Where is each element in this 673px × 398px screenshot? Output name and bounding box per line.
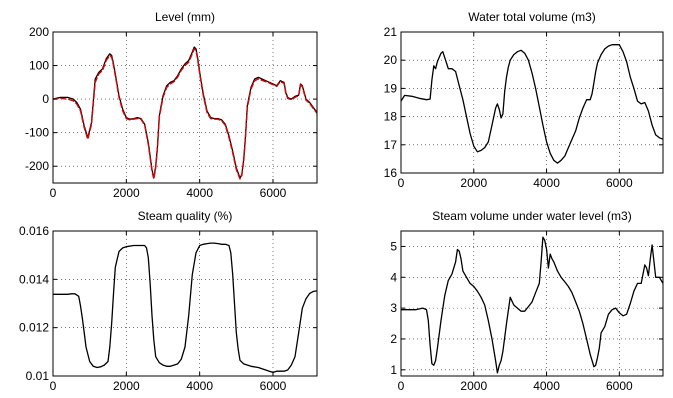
axes-frame bbox=[400, 31, 664, 174]
x-tick-label: 6000 bbox=[606, 176, 633, 190]
y-tick-label: 0.012 bbox=[19, 321, 49, 335]
y-tick-label: 2 bbox=[390, 332, 397, 346]
series-line-0 bbox=[53, 46, 317, 179]
y-tick-label: -200 bbox=[25, 159, 49, 173]
y-tick-label: 20 bbox=[384, 53, 398, 67]
x-tick-label: 6000 bbox=[606, 379, 633, 393]
x-tick-label: 2000 bbox=[460, 379, 487, 393]
y-tick-label: 100 bbox=[29, 59, 49, 73]
x-tick-label: 2000 bbox=[113, 379, 140, 393]
y-tick-label: 0.016 bbox=[19, 224, 49, 238]
x-tick-label: 4000 bbox=[533, 176, 560, 190]
y-tick-label: 5 bbox=[390, 239, 397, 253]
axes-frame bbox=[52, 230, 318, 377]
x-tick-label: 6000 bbox=[260, 379, 287, 393]
subplot-title: Level (mm) bbox=[155, 10, 215, 24]
y-tick-label: 17 bbox=[384, 138, 398, 152]
subplot-title: Water total volume (m3) bbox=[468, 10, 596, 24]
x-tick-label: 0 bbox=[398, 176, 405, 190]
x-tick-label: 6000 bbox=[260, 186, 287, 200]
x-tick-label: 4000 bbox=[533, 379, 560, 393]
x-tick-label: 0 bbox=[50, 379, 57, 393]
y-tick-label: 21 bbox=[384, 25, 398, 39]
y-tick-label: 1 bbox=[390, 363, 397, 377]
x-tick-label: 4000 bbox=[186, 379, 213, 393]
axes-frame bbox=[400, 230, 664, 377]
y-tick-label: 16 bbox=[384, 166, 398, 180]
subplot-title: Steam volume under water level (m3) bbox=[432, 209, 631, 223]
subplot-water-volume: Water total volume (m3) 0 2000 4000 6000 16 1… bbox=[384, 10, 664, 190]
subplot-steam-volume: Steam volume under water level (m3) 0 200… bbox=[390, 209, 664, 393]
subplot-title: Steam quality (%) bbox=[138, 209, 233, 223]
y-tick-label: -100 bbox=[25, 126, 49, 140]
y-tick-label: 0.01 bbox=[26, 369, 50, 383]
series-line-0 bbox=[401, 236, 663, 374]
y-tick-label: 200 bbox=[29, 25, 49, 39]
y-tick-label: 18 bbox=[384, 110, 398, 124]
x-tick-label: 0 bbox=[398, 379, 405, 393]
series-line-1 bbox=[53, 48, 317, 180]
axes-frame bbox=[52, 31, 318, 184]
y-tick-label: 3 bbox=[390, 301, 397, 315]
series-line-0 bbox=[53, 242, 317, 374]
y-tick-label: 0 bbox=[42, 92, 49, 106]
subplot-level: Level (mm) 0 2000 4000 6000 -200 -100 0 100 200 bbox=[25, 10, 318, 200]
x-tick-label: 2000 bbox=[460, 176, 487, 190]
series-line-0 bbox=[401, 44, 663, 164]
y-tick-label: 19 bbox=[384, 81, 398, 95]
x-tick-label: 2000 bbox=[113, 186, 140, 200]
x-tick-label: 4000 bbox=[186, 186, 213, 200]
y-tick-label: 4 bbox=[390, 270, 397, 284]
y-tick-label: 0.014 bbox=[19, 272, 49, 286]
x-tick-label: 0 bbox=[50, 186, 57, 200]
subplot-steam-quality: Steam quality (%) 0 2000 4000 6000 0.01 0.012… bbox=[19, 209, 318, 393]
